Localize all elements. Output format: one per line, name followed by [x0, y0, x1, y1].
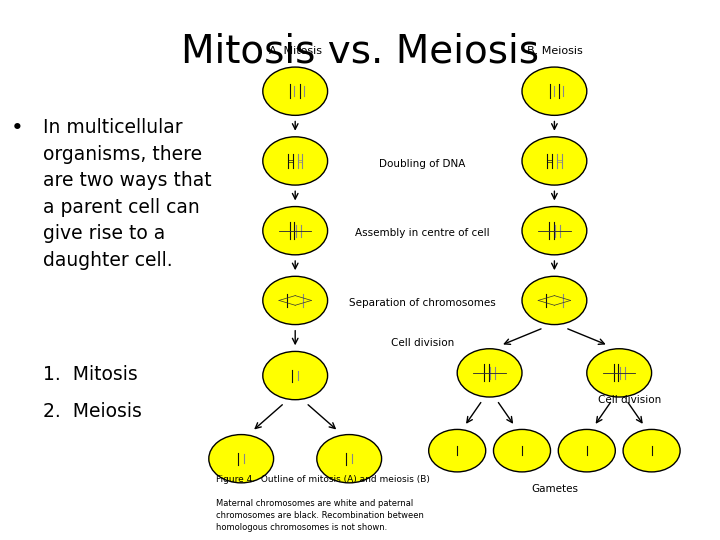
- Circle shape: [522, 137, 587, 185]
- Text: 2.  Meiosis: 2. Meiosis: [43, 402, 142, 421]
- Circle shape: [263, 137, 328, 185]
- Text: Separation of chromosomes: Separation of chromosomes: [349, 298, 496, 308]
- Text: In multicellular
organisms, there
are two ways that
a parent cell can
give rise : In multicellular organisms, there are tw…: [43, 118, 212, 269]
- Circle shape: [457, 349, 522, 397]
- Circle shape: [587, 349, 652, 397]
- Text: Cell division: Cell division: [598, 395, 661, 404]
- Circle shape: [209, 435, 274, 483]
- Text: Cell division: Cell division: [391, 339, 454, 348]
- Circle shape: [317, 435, 382, 483]
- Circle shape: [428, 429, 486, 472]
- Text: Mitosis vs. Meiosis: Mitosis vs. Meiosis: [181, 32, 539, 70]
- Text: Maternal chromosomes are white and paternal
chromosomes are black. Recombination: Maternal chromosomes are white and pater…: [216, 499, 424, 531]
- Text: 1.  Mitosis: 1. Mitosis: [43, 365, 138, 384]
- Text: Gametes: Gametes: [531, 484, 578, 494]
- Text: Figure 4.  Outline of mitosis (A) and meiosis (B): Figure 4. Outline of mitosis (A) and mei…: [216, 475, 430, 484]
- Text: Assembly in centre of cell: Assembly in centre of cell: [356, 228, 490, 238]
- Circle shape: [263, 67, 328, 116]
- Text: A. Mitosis: A. Mitosis: [269, 46, 322, 56]
- Text: •: •: [11, 118, 24, 138]
- Circle shape: [623, 429, 680, 472]
- Circle shape: [558, 429, 616, 472]
- Circle shape: [522, 67, 587, 116]
- Circle shape: [263, 207, 328, 255]
- Circle shape: [522, 207, 587, 255]
- Circle shape: [263, 352, 328, 400]
- Circle shape: [522, 276, 587, 325]
- Circle shape: [263, 276, 328, 325]
- Circle shape: [493, 429, 551, 472]
- Text: B. Meiosis: B. Meiosis: [526, 46, 582, 56]
- Text: Doubling of DNA: Doubling of DNA: [379, 159, 466, 168]
